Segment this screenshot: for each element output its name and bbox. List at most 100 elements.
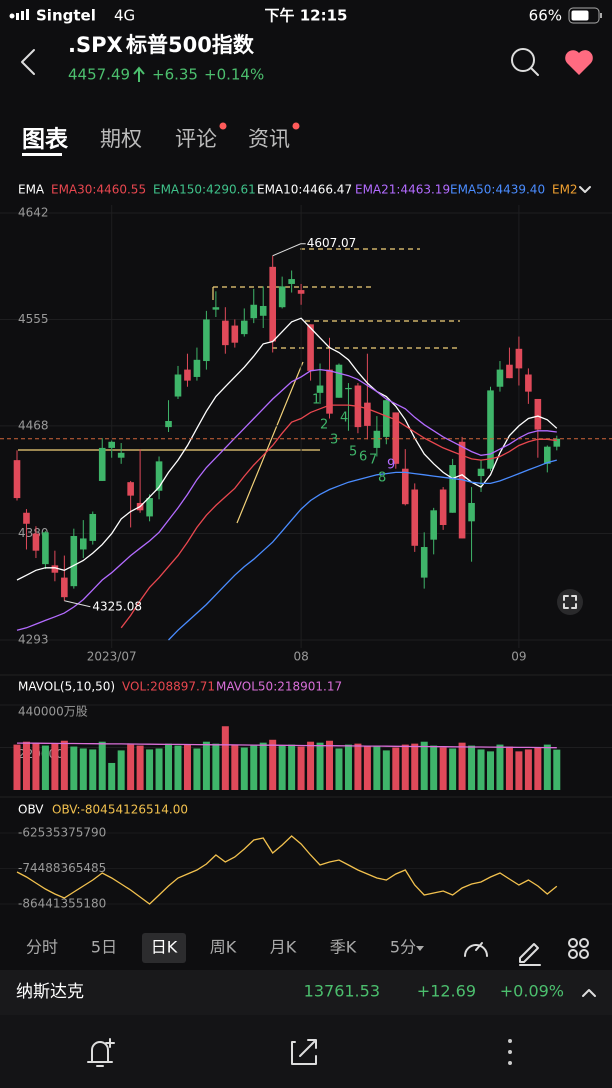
more-button[interactable] — [508, 1039, 512, 1065]
alert-button[interactable] — [87, 1038, 115, 1067]
candle-body — [544, 446, 551, 464]
td-count: 9 — [387, 458, 395, 473]
legend-item: EMA10:4466.47 — [257, 183, 352, 197]
indicator-button[interactable] — [464, 942, 488, 957]
volume-bar — [278, 745, 286, 790]
ema-line — [168, 459, 557, 641]
volume-bar — [41, 745, 49, 790]
period-tab[interactable]: 5分 — [390, 938, 416, 957]
battery-text: 66% — [529, 7, 562, 25]
candle-body — [212, 307, 220, 310]
trend-line — [236, 361, 304, 524]
candle-body — [70, 536, 78, 587]
layout-button[interactable] — [568, 938, 589, 959]
volume-bar — [127, 744, 135, 790]
period-tab[interactable]: 日K — [151, 938, 178, 957]
period-tab[interactable]: 5日 — [91, 938, 117, 957]
support-resistance-lines — [212, 248, 460, 349]
draw-button[interactable] — [519, 943, 541, 966]
volume-bar — [193, 748, 201, 790]
candle-body — [23, 512, 30, 524]
candle-body — [79, 538, 87, 550]
fullscreen-button[interactable] — [557, 589, 583, 615]
volume-bar — [354, 743, 362, 790]
tab[interactable]: 期权 — [100, 127, 142, 151]
period-tab[interactable]: 月K — [270, 938, 297, 957]
period-tab[interactable]: 周K — [210, 938, 237, 957]
ticker-price: 13761.53 — [304, 982, 380, 1001]
candle-body — [89, 513, 97, 541]
volume-bar — [13, 744, 21, 790]
x-tick-label: 2023/07 — [87, 650, 137, 664]
volume-bar — [326, 740, 334, 790]
clock: 下午 12:15 — [265, 7, 348, 25]
ema-line — [120, 404, 557, 629]
period-tab[interactable]: 季K — [330, 938, 357, 957]
candle-body — [32, 533, 40, 551]
candle-body — [506, 364, 513, 379]
y-tick-label: 440000万股 — [18, 705, 88, 719]
ticker-expand[interactable] — [582, 989, 596, 997]
tab[interactable]: 图表 — [22, 127, 69, 153]
volume-bar — [202, 741, 210, 790]
candle-body — [278, 286, 286, 308]
candle-body — [401, 468, 409, 505]
legend-item: EMA21:4463.19 — [355, 183, 450, 197]
volume-bar — [468, 745, 476, 790]
candle-body — [297, 290, 305, 294]
candle-body — [13, 460, 21, 499]
candle-body — [259, 305, 267, 316]
ticker-bar[interactable] — [0, 970, 612, 1015]
legend-dropdown[interactable] — [579, 186, 591, 193]
panel-title: OBV — [18, 803, 44, 817]
search-button[interactable] — [511, 48, 539, 76]
candle-body — [515, 348, 523, 369]
legend-item: EMA50:4439.40 — [450, 183, 545, 197]
period-tab[interactable]: 分时 — [26, 938, 58, 957]
candle-body — [326, 369, 333, 414]
volume-bar — [60, 740, 68, 790]
tab[interactable]: 评论 — [175, 127, 217, 151]
td-count: 4 — [340, 411, 348, 426]
volume-bar — [250, 745, 258, 790]
up-arrow — [133, 66, 145, 82]
x-tick-label: 09 — [511, 650, 526, 664]
legend-item: OBV:-80454126514.00 — [52, 803, 188, 817]
period-dropdown[interactable] — [416, 946, 424, 951]
candle-body — [165, 420, 172, 428]
volume-bar — [477, 749, 485, 790]
legend-item: MAVOL50:218901.17 — [216, 680, 342, 694]
volume-bar — [382, 750, 390, 790]
volume-bar — [89, 749, 97, 790]
panel-title: MAVOL(5,10,50) — [18, 680, 115, 694]
candle-body — [411, 489, 419, 546]
legend-item: EMA30:4460.55 — [51, 183, 146, 197]
candle-body — [288, 279, 295, 284]
share-button[interactable] — [291, 1039, 317, 1065]
legend-item: VOL:208897.71 — [122, 680, 215, 694]
candle-body — [392, 412, 400, 464]
volume-bar — [269, 739, 277, 790]
td-count: 5 — [349, 445, 357, 460]
volume-bar — [231, 744, 239, 790]
legend-title: EMA — [18, 183, 45, 197]
tab[interactable]: 资讯 — [248, 127, 290, 151]
candle-body — [553, 438, 561, 447]
favorite-button[interactable] — [565, 50, 593, 75]
candle-body — [458, 441, 466, 539]
mavol-line — [17, 742, 557, 749]
back-button[interactable] — [21, 49, 35, 75]
high-label: 4607.07 — [307, 236, 357, 250]
volume-bar — [221, 726, 229, 790]
symbol: .SPX — [68, 33, 123, 57]
volume-bar — [297, 746, 305, 790]
candle-body — [250, 304, 258, 319]
candle-body — [240, 320, 248, 335]
volume-bar — [117, 750, 125, 790]
candle-body — [193, 359, 201, 377]
y-tick-label: -62535375790 — [18, 826, 106, 840]
legend-item: EM2 — [552, 183, 578, 197]
volume-bar — [439, 747, 447, 790]
battery-icon — [568, 7, 602, 24]
